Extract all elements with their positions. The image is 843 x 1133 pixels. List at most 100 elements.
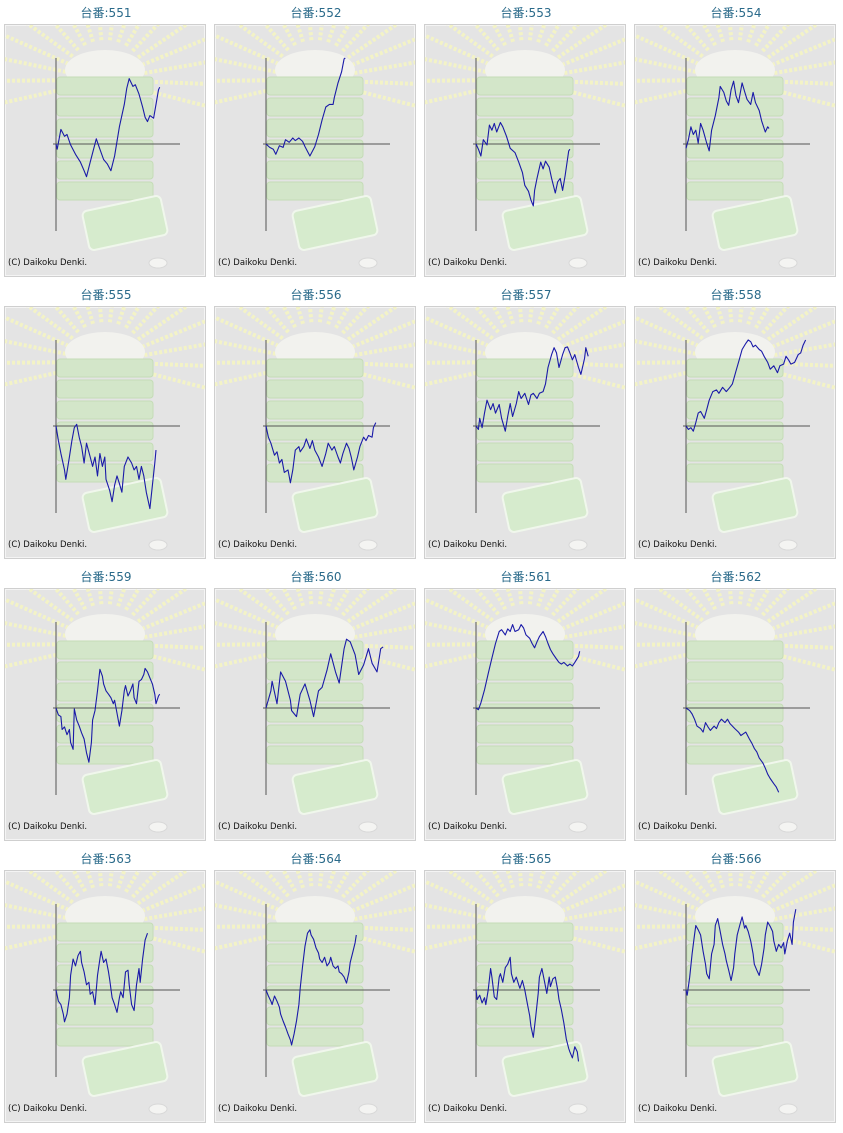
machine-graph-cell[interactable]: 台番:562 (C) Daikoku Denki. <box>634 569 838 841</box>
sun-ray <box>107 871 114 887</box>
tray-stack-layer <box>56 1027 154 1047</box>
sun-ray <box>263 25 290 52</box>
sun-ray <box>774 925 835 932</box>
sun-ray <box>505 589 515 607</box>
coin-tray <box>291 477 379 533</box>
machine-graph-cell[interactable]: 台番:558 (C) Daikoku Denki. <box>634 287 838 559</box>
machine-number-title[interactable]: 台番:564 <box>290 852 342 866</box>
machine-number-title[interactable]: 台番:561 <box>500 570 552 584</box>
sun-ray <box>353 88 415 108</box>
machine-number-title[interactable]: 台番:556 <box>290 288 342 302</box>
graph-panel: (C) Daikoku Denki. <box>634 24 836 277</box>
sun-ray <box>746 307 757 325</box>
machine-graph-cell[interactable]: 台番:561 (C) Daikoku Denki. <box>424 569 628 841</box>
sun-ray <box>761 871 790 899</box>
machine-number-title[interactable]: 台番:559 <box>80 570 132 584</box>
machine-number-title[interactable]: 台番:560 <box>290 570 342 584</box>
machine-graph-cell[interactable]: 台番:553 (C) Daikoku Denki. <box>424 5 628 277</box>
sun-ray <box>701 25 718 47</box>
sun-ray <box>425 339 487 356</box>
sun-ray <box>5 86 67 105</box>
slump-line <box>685 339 807 432</box>
sun-ray <box>354 643 415 650</box>
sun-ray <box>85 25 95 43</box>
sun-ray <box>215 339 277 356</box>
machine-number-title[interactable]: 台番:555 <box>80 288 132 302</box>
tray-stack-layer <box>476 181 574 201</box>
sun-ray <box>551 589 580 617</box>
coin-tray <box>501 1041 589 1097</box>
machine-number-title[interactable]: 台番:554 <box>710 6 762 20</box>
sun-ray <box>774 643 835 650</box>
sun-ray <box>425 57 487 74</box>
sun-ray <box>505 871 515 889</box>
sun-ray <box>144 361 205 368</box>
sun-ray <box>26 589 74 623</box>
machine-number-title[interactable]: 台番:562 <box>710 570 762 584</box>
sun-ray <box>215 924 276 929</box>
background-illustration <box>635 589 835 833</box>
background-illustration <box>215 589 415 833</box>
machine-graph-cell[interactable]: 台番:565 (C) Daikoku Denki. <box>424 851 628 1123</box>
machine-graph-cell[interactable]: 台番:559 (C) Daikoku Denki. <box>4 569 208 841</box>
machine-graph-cell[interactable]: 台番:563 (C) Daikoku Denki. <box>4 851 208 1123</box>
graph-panel: (C) Daikoku Denki. <box>424 870 626 1123</box>
coin <box>778 1103 798 1115</box>
tray-stack-layer <box>686 463 784 483</box>
slump-line <box>265 929 357 1046</box>
machine-number-title[interactable]: 台番:551 <box>80 6 132 20</box>
sun-ray <box>71 871 88 893</box>
sun-ray <box>635 78 696 83</box>
background-illustration <box>425 25 625 269</box>
coin <box>568 539 588 551</box>
tray-stack-layer <box>476 724 574 744</box>
sun-ray <box>727 25 734 41</box>
tray-stack-layer <box>686 922 784 942</box>
machine-graph-cell[interactable]: 台番:560 (C) Daikoku Denki. <box>214 569 418 841</box>
machine-number-title[interactable]: 台番:566 <box>710 852 762 866</box>
machine-number-title[interactable]: 台番:558 <box>710 288 762 302</box>
sun-ray <box>473 589 500 616</box>
graph-panel: (C) Daikoku Denki. <box>214 870 416 1123</box>
tray-stack-layer <box>56 943 154 963</box>
sun-ray <box>351 37 415 67</box>
sun-ray <box>683 589 710 616</box>
machine-number-title[interactable]: 台番:563 <box>80 852 132 866</box>
sun-ray <box>446 589 494 623</box>
sun-ray <box>5 903 67 920</box>
sun-ray <box>326 589 337 607</box>
sun-ray <box>317 307 324 323</box>
coin-tray <box>501 195 589 251</box>
machine-graph-cell[interactable]: 台番:552 (C) Daikoku Denki. <box>214 5 418 277</box>
machine-graph-cell[interactable]: 台番:551 (C) Daikoku Denki. <box>4 5 208 277</box>
sun-ray <box>505 25 515 43</box>
machine-graph-cell[interactable]: 台番:555 (C) Daikoku Denki. <box>4 287 208 559</box>
slump-line <box>265 422 377 484</box>
tray-stack-layer <box>686 1006 784 1026</box>
coin-tray <box>81 195 169 251</box>
slump-graph <box>5 871 205 1115</box>
machine-graph-cell[interactable]: 台番:557 (C) Daikoku Denki. <box>424 287 628 559</box>
machine-number-title[interactable]: 台番:565 <box>500 852 552 866</box>
sun-ray <box>561 319 625 349</box>
sun-ray <box>771 883 835 913</box>
copyright-text: (C) Daikoku Denki. <box>638 258 718 268</box>
sun-ray <box>425 33 490 66</box>
machine-graph-cell[interactable]: 台番:564 (C) Daikoku Denki. <box>214 851 418 1123</box>
sun-ray <box>544 25 561 47</box>
sun-ray <box>715 589 725 607</box>
machine-number-title[interactable]: 台番:557 <box>500 288 552 302</box>
slump-graph <box>635 589 835 833</box>
machine-graph-cell[interactable]: 台番:566 (C) Daikoku Denki. <box>634 851 838 1123</box>
sun-ray <box>727 307 734 323</box>
sun-ray <box>701 871 718 893</box>
machine-graph-cell[interactable]: 台番:556 (C) Daikoku Denki. <box>214 287 418 559</box>
machine-graph-cell[interactable]: 台番:554 (C) Daikoku Denki. <box>634 5 838 277</box>
slump-graph <box>635 871 835 1115</box>
coin <box>148 257 168 269</box>
sun-ray <box>136 307 190 342</box>
machine-number-title[interactable]: 台番:552 <box>290 6 342 20</box>
sun-ray <box>53 25 80 52</box>
machine-number-title[interactable]: 台番:553 <box>500 6 552 20</box>
sun-ray <box>215 33 280 66</box>
